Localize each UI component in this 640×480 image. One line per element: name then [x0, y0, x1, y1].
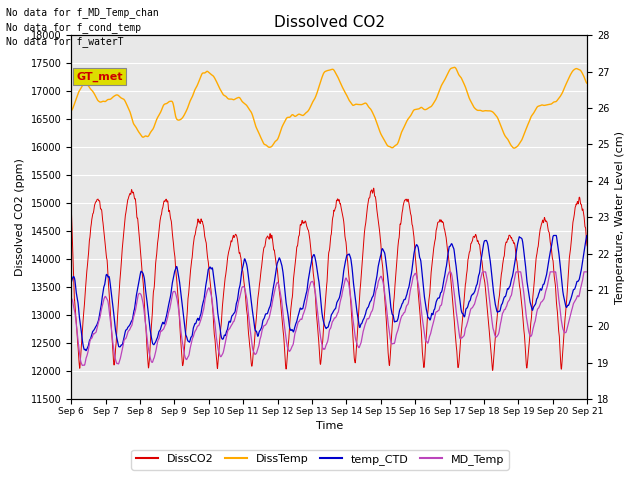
Text: No data for f_cond_temp: No data for f_cond_temp [6, 22, 141, 33]
X-axis label: Time: Time [316, 421, 343, 432]
Legend: DissCO2, DissTemp, temp_CTD, MD_Temp: DissCO2, DissTemp, temp_CTD, MD_Temp [131, 450, 509, 469]
Y-axis label: Dissolved CO2 (ppm): Dissolved CO2 (ppm) [15, 158, 25, 276]
Title: Dissolved CO2: Dissolved CO2 [274, 15, 385, 30]
Y-axis label: Temperature, Water Level (cm): Temperature, Water Level (cm) [615, 131, 625, 304]
Text: No data for f_MD_Temp_chan: No data for f_MD_Temp_chan [6, 7, 159, 18]
Text: GT_met: GT_met [76, 72, 123, 82]
Text: No data for f_waterT: No data for f_waterT [6, 36, 124, 47]
